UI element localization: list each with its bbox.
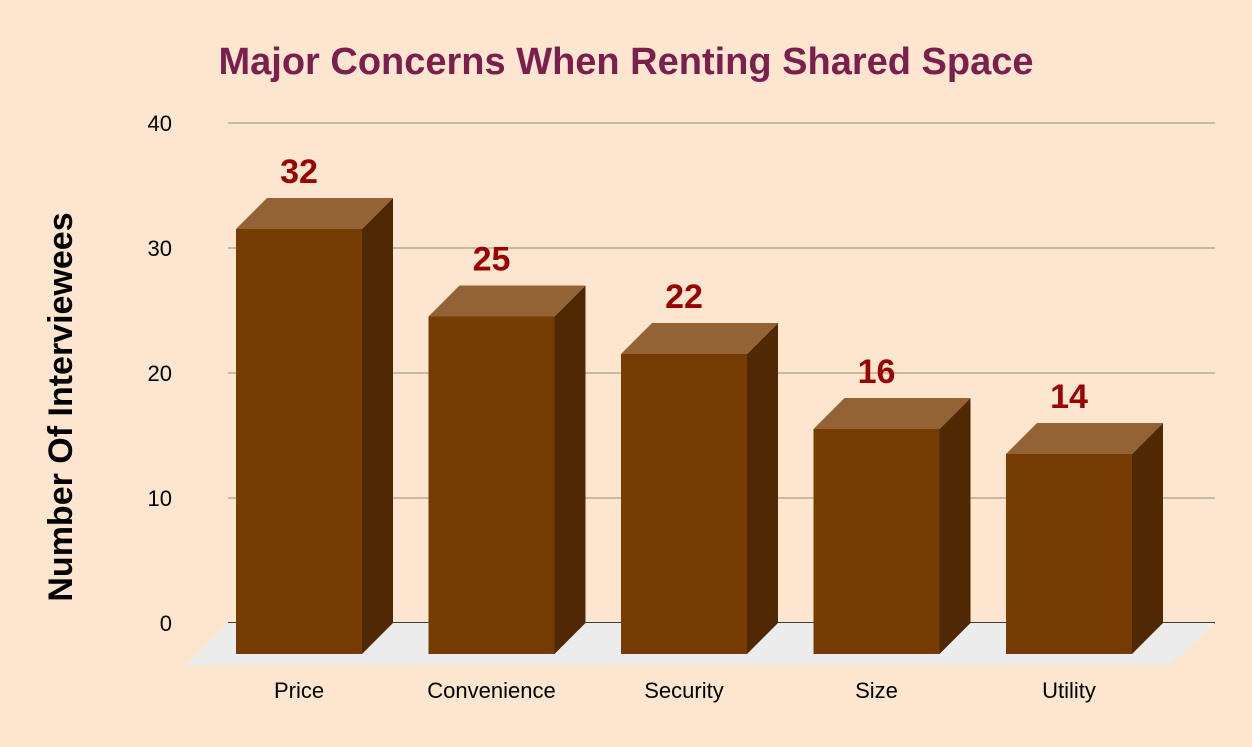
y-axis-ticks: 0 10 20 30 40 bbox=[148, 111, 172, 636]
y-axis-label: Number Of Interviewees bbox=[42, 212, 80, 601]
bar-side bbox=[939, 398, 971, 654]
x-tick-label: Utility bbox=[1042, 678, 1096, 703]
bar-value-label: 16 bbox=[858, 353, 896, 391]
bars: 32 25 22 16 14 bbox=[236, 153, 1163, 654]
x-axis-ticks: Price Convenience Security Size Utility bbox=[274, 678, 1096, 703]
bar-front bbox=[236, 229, 362, 654]
y-tick-label: 20 bbox=[148, 361, 172, 386]
bar: 14 bbox=[1006, 378, 1163, 654]
y-tick-label: 10 bbox=[148, 486, 172, 511]
bar-top bbox=[236, 198, 393, 229]
bar: 16 bbox=[813, 353, 971, 654]
bar-top bbox=[428, 285, 586, 317]
bar-top bbox=[621, 323, 778, 354]
bar-value-label: 25 bbox=[473, 241, 511, 279]
y-tick-label: 40 bbox=[148, 111, 172, 136]
bar-value-label: 32 bbox=[280, 153, 318, 191]
bar-side bbox=[747, 323, 778, 654]
chart-title: Major Concerns When Renting Shared Space bbox=[218, 41, 1033, 83]
x-tick-label: Convenience bbox=[427, 678, 555, 703]
bar-side bbox=[362, 198, 393, 654]
y-tick-label: 0 bbox=[160, 611, 172, 636]
y-tick-label: 30 bbox=[148, 236, 172, 261]
bar: 25 bbox=[428, 241, 586, 654]
bar-side bbox=[554, 285, 586, 654]
bar-front bbox=[1006, 454, 1132, 654]
bar-front bbox=[621, 354, 747, 654]
bar-side bbox=[1132, 423, 1163, 654]
bar-front bbox=[813, 429, 940, 654]
bar-top bbox=[813, 398, 971, 429]
bar-value-label: 22 bbox=[665, 278, 703, 316]
bar-value-label: 14 bbox=[1050, 378, 1088, 416]
bar-front bbox=[428, 316, 555, 654]
bar: 22 bbox=[621, 278, 778, 654]
x-tick-label: Size bbox=[855, 678, 898, 703]
bar: 32 bbox=[236, 153, 393, 654]
x-tick-label: Price bbox=[274, 678, 324, 703]
x-tick-label: Security bbox=[644, 678, 723, 703]
bar-top bbox=[1006, 423, 1163, 454]
